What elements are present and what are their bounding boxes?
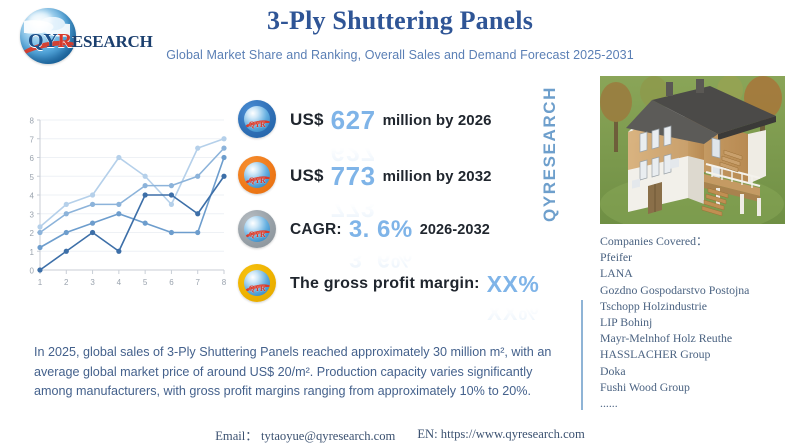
stat-text-revenue-2032: US$ 773 773 million by 2032 bbox=[290, 154, 492, 223]
stat-suffix: million by 2026 bbox=[382, 111, 492, 129]
stat-prefix: US$ bbox=[290, 110, 324, 129]
svg-text:1: 1 bbox=[30, 248, 35, 257]
svg-text:6: 6 bbox=[169, 278, 174, 287]
qyresearch-logo: QYRESEARCH bbox=[8, 6, 153, 68]
header: QYRESEARCH 3-Ply Shuttering Panels Globa… bbox=[0, 0, 800, 76]
company-list: Pfeifer LANA Gozdno Gospodarstvo Postojna T… bbox=[600, 249, 795, 411]
stat-suffix: 2026-2032 bbox=[419, 222, 490, 238]
key-stats: QYR US$ 627 627 million by 2026 QYR US$ 7… bbox=[238, 92, 558, 325]
svg-text:5: 5 bbox=[143, 278, 148, 287]
companies-covered: Companies Covered： Pfeifer LANA Gozdno Gos… bbox=[600, 233, 795, 411]
company-item: Doka bbox=[600, 363, 626, 378]
stat-value: 3. 6% 3. 6% bbox=[348, 216, 413, 272]
company-item: LANA bbox=[600, 266, 633, 281]
company-item: LIP Bohinj bbox=[600, 315, 653, 330]
house-render-illustration bbox=[600, 76, 785, 224]
company-item: HASSLACHER Group bbox=[600, 347, 711, 362]
globe-badge-blue-icon: QYR bbox=[238, 100, 276, 138]
svg-text:2: 2 bbox=[30, 229, 35, 238]
vertical-brand-text: QYRESEARCH bbox=[540, 86, 559, 222]
product-photo bbox=[600, 76, 785, 224]
svg-text:3: 3 bbox=[90, 278, 95, 287]
stat-suffix: million by 2032 bbox=[382, 167, 492, 185]
footer: Email： tytaoyue@qyresearch.com EN: https… bbox=[0, 420, 800, 448]
vertical-divider bbox=[581, 300, 583, 410]
company-item: ...... bbox=[600, 396, 618, 411]
stat-prefix: The gross profit margin: bbox=[290, 275, 480, 292]
company-item: Mayr-Melnhof Holz Reuthe bbox=[600, 331, 733, 346]
stat-value-reflection: XX% bbox=[486, 298, 540, 325]
stat-row-cagr: QYR CAGR: 3. 6% 3. 6% 2026-2032 bbox=[238, 208, 558, 272]
svg-text:7: 7 bbox=[195, 278, 200, 287]
summary-paragraph: In 2025, global sales of 3-Ply Shutterin… bbox=[34, 345, 552, 398]
globe-badge-orange-icon: QYR bbox=[238, 156, 276, 194]
page-subtitle: Global Market Share and Ranking, Overall… bbox=[166, 48, 634, 62]
globe-icon bbox=[20, 8, 76, 64]
stat-row-gross-margin: QYR The gross profit margin: XX% XX% bbox=[238, 262, 558, 325]
logo-text-qy: QY bbox=[28, 30, 58, 52]
stat-text-gross-margin: The gross profit margin: XX% XX% bbox=[290, 262, 546, 325]
globe-gloss bbox=[28, 12, 52, 28]
globe-badge-grey-icon: QYR bbox=[238, 210, 276, 248]
svg-text:8: 8 bbox=[30, 117, 35, 126]
logo-wordmark: QYRESEARCH bbox=[28, 30, 153, 53]
company-item: Tschopp Holzindustrie bbox=[600, 298, 707, 313]
svg-text:5: 5 bbox=[30, 173, 35, 182]
stat-text-cagr: CAGR: 3. 6% 3. 6% 2026-2032 bbox=[290, 208, 490, 272]
companies-heading: Companies Covered： bbox=[600, 234, 708, 248]
stat-value: 773 773 bbox=[330, 160, 376, 223]
company-item: Gozdno Gospodarstvo Postojna bbox=[600, 282, 750, 297]
footer-website[interactable]: EN: https://www.qyresearch.com bbox=[417, 426, 585, 441]
stat-value: 627 627 bbox=[330, 104, 376, 167]
company-item: Fushi Wood Group bbox=[600, 379, 690, 394]
svg-text:4: 4 bbox=[117, 278, 122, 287]
logo-text-esearch: ESEARCH bbox=[71, 32, 153, 51]
stat-text-revenue-2026: US$ 627 627 million by 2026 bbox=[290, 98, 492, 167]
svg-text:0: 0 bbox=[30, 267, 35, 276]
svg-text:4: 4 bbox=[30, 192, 35, 201]
svg-text:2: 2 bbox=[64, 278, 69, 287]
stat-row-revenue-2026: QYR US$ 627 627 million by 2026 bbox=[238, 98, 558, 167]
stat-prefix: CAGR: bbox=[290, 221, 342, 238]
page-title: 3-Ply Shuttering Panels bbox=[266, 6, 534, 35]
svg-text:3: 3 bbox=[30, 210, 35, 219]
svg-text:1: 1 bbox=[38, 278, 43, 287]
svg-text:7: 7 bbox=[30, 135, 35, 144]
stat-prefix: US$ bbox=[290, 166, 324, 185]
svg-text:8: 8 bbox=[222, 278, 227, 287]
stat-value: XX% XX% bbox=[486, 270, 540, 325]
globe-badge-gold-icon: QYR bbox=[238, 264, 276, 302]
stat-row-revenue-2032: QYR US$ 773 773 million by 2032 bbox=[238, 154, 558, 223]
company-item: Pfeifer bbox=[600, 250, 633, 265]
logo-text-r: R bbox=[57, 30, 72, 52]
svg-text:6: 6 bbox=[30, 154, 35, 163]
footer-email[interactable]: Email： tytaoyue@qyresearch.com bbox=[215, 428, 396, 443]
